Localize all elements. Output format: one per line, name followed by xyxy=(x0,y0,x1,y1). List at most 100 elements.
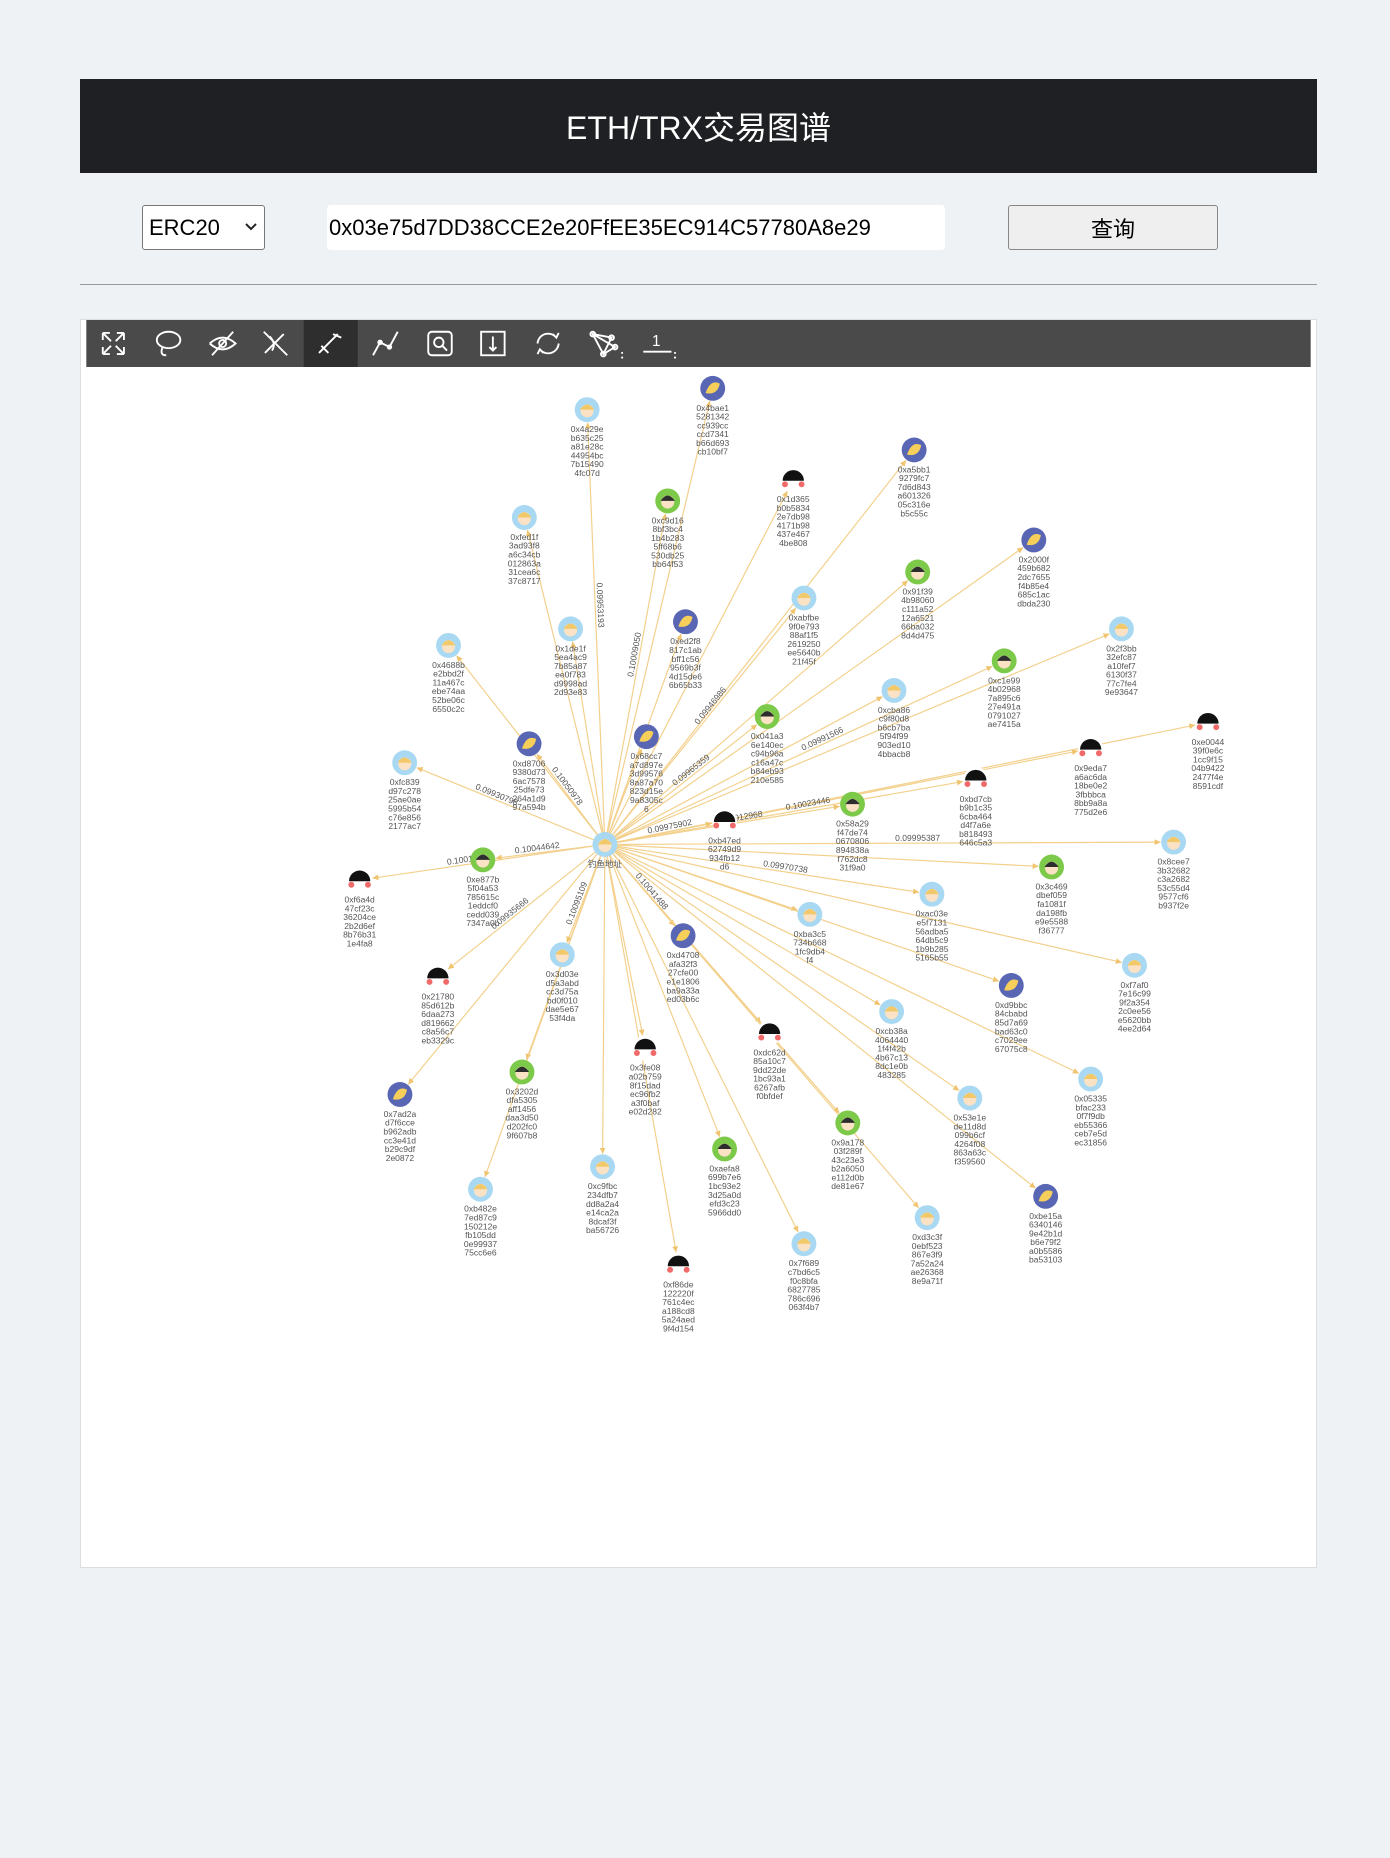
hide-icon[interactable] xyxy=(209,331,237,356)
zoom-icon[interactable] xyxy=(427,330,453,357)
node[interactable]: 0xba3c5 734b668 1fc9db4 f4 xyxy=(793,901,827,965)
node[interactable]: 0x7f689 c7bd6c5 f0c8bfa 6827785 786c696 063f4… xyxy=(787,1231,821,1312)
path-icon[interactable] xyxy=(372,331,399,356)
node[interactable]: 0xcb38a 4064440 1f4f42b 4b67c13 8dc1e0b 48328… xyxy=(875,999,908,1080)
node[interactable]: 0x91f39 4b98060 c111a52 12a6521 66ba032 8d4d4… xyxy=(901,559,935,641)
node[interactable]: 0xac03e e5f7131 56adba5 64db5c9 1b9b285 5165b… xyxy=(915,881,949,963)
edge-amount: 0.09965359 xyxy=(670,752,712,788)
node[interactable]: 0x4688b e2bbd2f 11a467c ebe74aa 52be06c 6550c… xyxy=(432,632,466,714)
node[interactable]: 0x3fe08 a02b759 8f15dad ec96fb2 a3f0baf e02d2… xyxy=(629,1035,662,1117)
node[interactable]: 0xe0044 39f0e6c 1cc9f15 04b9422 2477f4e 8591c… xyxy=(1191,709,1225,791)
node[interactable]: 0xc9d16 8bf3bc4 1b4b283 5ff68b6 530db25 bb64f… xyxy=(651,488,685,569)
node[interactable]: 0xd3c3f 0ebf523 867e3f9 7a52a24 ae26368 8e9a7… xyxy=(911,1205,944,1286)
cheek xyxy=(981,781,987,788)
node-label: 0xb47ed 62749d9 934fb12 d6 xyxy=(708,835,741,871)
node[interactable]: 0xf86de 122220f 761c4ec a188cd8 5a24aed 9f4d1… xyxy=(662,1252,695,1334)
node[interactable]: 0x8cee7 3b32682 c3a2682 53c55d4 9577cf6 b937f… xyxy=(1157,829,1190,911)
node[interactable]: 0xd4708 afa32f3 27cfe00 e1e1806 ba9a33a ed03b… xyxy=(667,923,701,1004)
node[interactable]: 0xed2f8 817c1ab bff1c56 9569b3f 4d15de6 6b65b… xyxy=(669,609,702,690)
node-label: 0x21780 85d612b 6daa273 d819662 c8a56c7 eb332… xyxy=(421,992,455,1046)
cheek xyxy=(729,822,736,829)
node[interactable]: 0x4bae1 5281342 cc939cc ccd7341 b66d693 cb10b… xyxy=(696,375,730,457)
hair xyxy=(1083,1073,1098,1080)
node[interactable]: 0xa5bb1 9279fc7 7d6d843 a601326 05c316e b5c55… xyxy=(898,437,931,518)
node[interactable]: 0x2f3bb 32efc87 a10fef7 6130f37 77c7fe4 9e936… xyxy=(1105,616,1138,697)
node[interactable]: 0x041a3 6e140ec c94b96a c16a47c b84eb93 210e5… xyxy=(751,704,785,785)
node[interactable]: 0xbd7cb b9b1c35 6cba464 d4f7a6e b818493 646c5… xyxy=(959,766,993,848)
node[interactable]: 0xfc839 d97c278 25ae0ae 5995b54 c76e856 2177a… xyxy=(388,750,422,831)
edge-amount: 0.09946986 xyxy=(692,685,728,726)
node[interactable]: 0x3d03e d5a3abd cc3d75a bd0f010 dae5e67 53f4d… xyxy=(546,942,579,1023)
node[interactable]: 0xdc62d 85a10c7 9dd22de 1bc93a1 6267afb f0bfd… xyxy=(753,1020,786,1101)
node[interactable]: 0xd9bbc 84cbabd 85d7a69 bad63c0 c7029ee 67075… xyxy=(995,973,1028,1054)
brush-icon[interactable] xyxy=(318,333,342,354)
hair xyxy=(1114,623,1129,629)
node[interactable]: 0x1de1f 5ea4ac9 7b85a87 ee0f783 d9998ad 2d93e… xyxy=(554,616,587,697)
node[interactable]: 0xe877b 5f04a53 785615c 1eddcf0 cedd039 7347a… xyxy=(466,847,500,928)
node[interactable]: 0x21780 85d612b 6daa273 d819662 c8a56c7 eb332… xyxy=(421,964,455,1046)
edge xyxy=(604,779,964,846)
brush-off-icon[interactable] xyxy=(263,331,288,356)
node[interactable]: 0x2000f 459b682 2dc7655 f4b85e4 685c1ac dbda2… xyxy=(1017,527,1051,609)
query-button[interactable]: 查询 xyxy=(1008,205,1218,250)
node[interactable]: 0x53e1e de11d8d 099b6cf 4264f08 863a63c f3595… xyxy=(953,1085,987,1167)
node[interactable]: 0xd8706 9380d73 6ac7578 25dfe73 264a1d9 97a59… xyxy=(512,731,546,812)
bird xyxy=(907,444,922,456)
node[interactable]: 0xb482e 7ed87c9 150212e fb105dd 0e99937 75cc6… xyxy=(464,1176,497,1258)
node[interactable]: 0x9a178 03f289f 43c23e3 b2a6050 e112d0b de81e… xyxy=(831,1110,865,1191)
node[interactable]: 0xb47ed 62749d9 934fb12 d6 xyxy=(708,808,741,872)
node-label: 0x3d03e d5a3abd cc3d75a bd0f010 dae5e67 53f4d… xyxy=(546,969,579,1023)
center-node[interactable]: 钓鱼地址 xyxy=(588,832,623,869)
node[interactable]: 0x3202d dfa5305 aff1456 daa3d50 d202fc0 9f607… xyxy=(505,1059,539,1141)
node[interactable]: 0x1d365 b0b5834 2e7db98 4171b98 437e467 4be80… xyxy=(777,467,810,548)
node-label: 0x2000f 459b682 2dc7655 f4b85e4 685c1ac dbda2… xyxy=(1017,554,1050,608)
node-label: 0xf86de 122220f 761c4ec a188cd8 5a24aed 9f4d1… xyxy=(662,1280,695,1334)
edge xyxy=(604,400,712,845)
node-label: 0xaefa8 699b7e6 1bc93e2 3d25a0d efd3c23 5966d… xyxy=(708,1163,741,1217)
node[interactable]: 0x58a29 f47de74 0670806 894838a f762dc8 31f9a… xyxy=(836,791,869,873)
node-label: 0x4bae1 5281342 cc939cc ccd7341 b66d693 cb10b… xyxy=(696,403,729,457)
node[interactable]: 0xcba86 c9f80d8 b6cb7ba 5f94f99 903ed10 4bbac… xyxy=(877,678,911,759)
page-number[interactable]: 1 xyxy=(652,333,661,350)
edge-amount: 0.09995387 xyxy=(895,833,940,843)
node[interactable]: 0xbe15a 6340146 9e42b1d b6e79f2 a0b5586 ba531… xyxy=(1029,1183,1062,1265)
token-select[interactable]: ERC20 xyxy=(142,205,265,250)
node[interactable]: 0xc1e99 4b02968 7a895c6 27e491a 0791027 ae741… xyxy=(988,648,1021,729)
node[interactable]: 0xabfbe 9f0e793 88af1f5 2619250 ee5640b 21f45… xyxy=(787,585,821,667)
node[interactable]: 0x3c469 dbef059 fa1081f da198fb e9e5588 f3677… xyxy=(1035,854,1068,936)
cheek xyxy=(650,1050,657,1056)
edge xyxy=(484,844,606,1178)
hair xyxy=(563,623,578,629)
lasso-icon[interactable] xyxy=(155,330,182,357)
node[interactable]: 0xfed1f 3ad93f8 a6c34cb 012863a 31cea6c 37c87… xyxy=(508,505,541,586)
cheek xyxy=(443,978,450,985)
hair xyxy=(441,640,456,646)
layout-icon[interactable] xyxy=(589,330,619,358)
node[interactable]: 0xf6a4d 47cf23c 36204ce 2b2d6ef 8b76b31 1e4fa… xyxy=(343,867,376,949)
fullscreen-icon[interactable] xyxy=(101,331,125,356)
node-label: 0x3c469 dbef059 fa1081f da198fb e9e5588 f3677… xyxy=(1035,881,1068,935)
cheek xyxy=(426,978,433,985)
hair xyxy=(796,592,812,599)
node-label: 0xd4708 afa32f3 27cfe00 e1e1806 ba9a33a ed03b… xyxy=(667,950,701,1004)
cheek xyxy=(1196,724,1203,731)
node[interactable]: 0x68cc7 a7d897e 3d99576 8a87a70 823d15e 9a830… xyxy=(630,724,664,814)
cheek xyxy=(774,1034,781,1041)
node[interactable]: 0xf7af0 7e16c99 9f2a354 2c0ee56 e5620bb 4ee2d… xyxy=(1118,952,1151,1034)
hair xyxy=(1127,959,1142,966)
node[interactable]: 0x9eda7 a6ac6da 18be0e2 3fbbbca 8bb9a8a 775d2… xyxy=(1074,736,1108,817)
node[interactable]: 0x7ad2a d7f6cce b962adb cc3e41d b29c9df 2e087… xyxy=(383,1082,417,1163)
graph-panel: 1 0.09953193 0.10009050 0.09946986 0.099915… xyxy=(80,319,1317,1568)
graph: 0.099531930.100090500.099469860.09991566… xyxy=(343,375,1225,1334)
refresh-icon[interactable] xyxy=(536,332,560,355)
bird xyxy=(521,737,537,749)
node[interactable]: 0x05335 bfac233 0f7f9db eb55366 ceb7e5d ec318… xyxy=(1074,1066,1108,1148)
edge-amount: 0.10009050 xyxy=(625,631,643,677)
node[interactable]: 0xc9fbc 234dfb7 dd8a2a4 e14ca2a 8dcaf3f ba567… xyxy=(586,1154,619,1235)
cheek xyxy=(964,781,971,788)
fit-icon[interactable] xyxy=(480,330,506,357)
address-input[interactable]: 0x03e75d7DD38CCE2e20FfEE35EC914C57780A8e… xyxy=(327,205,945,250)
edge xyxy=(604,696,883,845)
node[interactable]: 0xaefa8 699b7e6 1bc93e2 3d25a0d efd3c23 5966d… xyxy=(708,1136,741,1218)
node[interactable]: 0x4a29e b635c25 a81e28c 44954bc 7b15490 4fc07… xyxy=(571,397,605,478)
